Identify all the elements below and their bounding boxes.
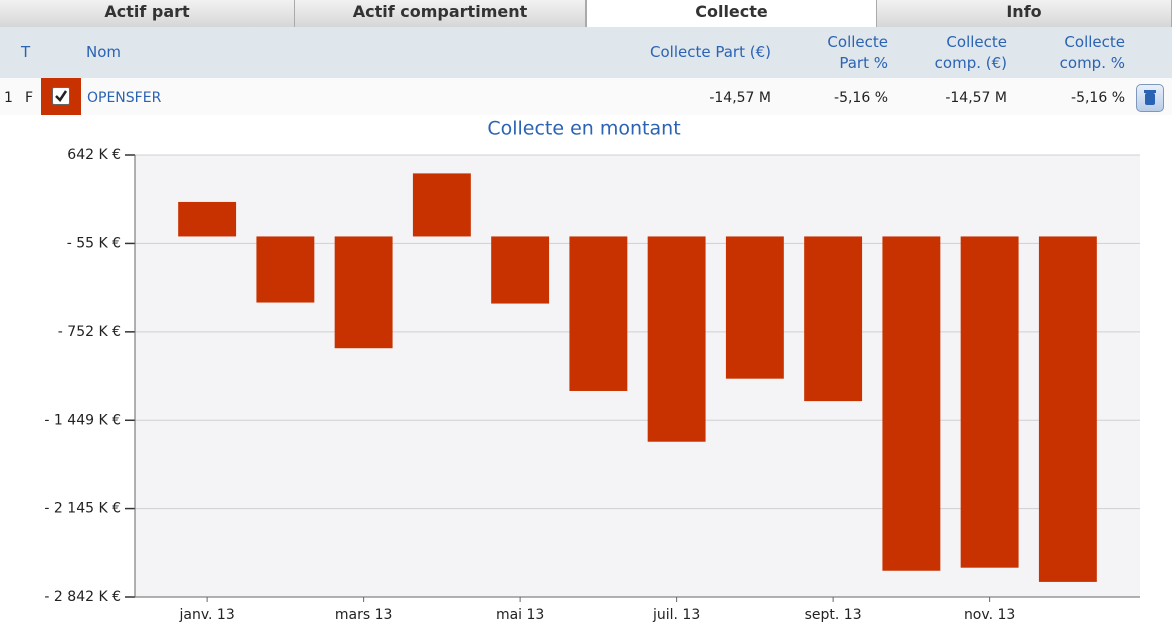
cell-value: -5,16 % [1071,90,1125,106]
x-tick-label: nov. 13 [964,607,1015,623]
y-tick-label: - 55 K € [67,235,121,251]
header-cell[interactable]: Collecte Part (€) [650,43,771,61]
bar [256,236,315,303]
bar [569,236,628,391]
header-cell[interactable]: Collecte Part % [827,33,888,72]
header-cell[interactable]: Collecte comp. (€) [934,33,1007,72]
tab[interactable]: Collecte [586,0,877,27]
trash-icon [1144,90,1156,105]
tab[interactable]: Info [877,0,1172,27]
bar [960,236,1019,568]
bar [334,236,393,349]
x-tick-label: mai 13 [496,607,544,623]
header-cell[interactable]: Collecte comp. % [1059,33,1125,72]
checkbox[interactable] [52,87,70,105]
table-row: 1 F OPENSFER -14,57 M -5,16 % -14,57 M -… [0,78,1172,115]
cell-value: -14,57 M [945,90,1007,106]
bar [412,173,471,237]
bar [178,201,237,237]
x-tick-label: janv. 13 [178,607,234,623]
x-tick-label: juil. 13 [652,607,700,623]
bar [804,236,863,402]
cell-value: -14,57 M [709,90,771,106]
tab[interactable]: Actif compartiment [295,0,586,27]
bar [725,236,784,379]
cell-value: -5,16 % [834,90,888,106]
y-tick-label: - 2 842 K € [44,589,121,605]
chart-title: Collecte en montant [487,118,680,140]
x-tick-label: mars 13 [335,607,393,623]
checkbox-cell [41,78,81,115]
y-tick-label: - 1 449 K € [44,412,121,428]
x-tick-label: sept. 13 [805,607,862,623]
bar [882,236,941,571]
y-tick-label: 642 K € [67,147,121,163]
row-type: F [25,90,34,106]
table-header: T Nom Collecte Part (€) Collecte Part % … [0,27,1172,78]
y-tick-label: - 2 145 K € [44,501,121,517]
bar [647,236,706,442]
header-cell[interactable]: T [21,43,31,61]
row-index: 1 [4,90,13,106]
tab[interactable]: Actif part [0,0,295,27]
bar [491,236,550,304]
checkmark [55,90,68,102]
y-tick-label: - 752 K € [58,324,121,340]
header-cell[interactable]: Nom [86,43,122,61]
fund-name[interactable]: OPENSFER [87,90,162,106]
bar [1038,236,1097,582]
delete-button[interactable] [1136,84,1164,112]
